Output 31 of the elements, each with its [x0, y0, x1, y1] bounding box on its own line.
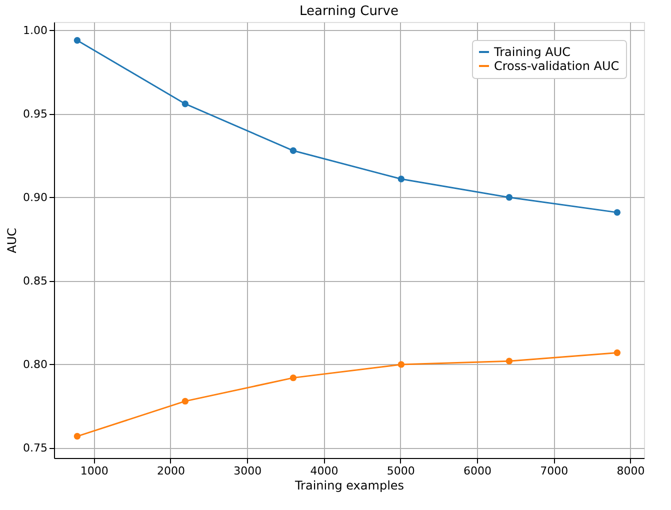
point	[614, 349, 621, 356]
y-tick-label: 0.90	[23, 190, 48, 204]
x-tick-label: 2000	[156, 464, 185, 478]
point	[290, 147, 297, 154]
x-tick-label: 6000	[463, 464, 492, 478]
legend-label: Cross-validation AUC	[494, 59, 620, 73]
y-tick-label: 0.75	[23, 441, 48, 454]
point	[290, 374, 297, 382]
point	[614, 209, 621, 216]
chart-title: Learning Curve	[300, 4, 398, 19]
x-tick-label: 5000	[386, 464, 415, 478]
y-tick-label: 1.00	[23, 24, 48, 37]
x-tick-label: 8000	[616, 464, 645, 478]
point	[398, 176, 405, 182]
y-tick-label: 0.85	[23, 274, 48, 288]
point	[74, 432, 81, 440]
y-tick-label: 0.95	[23, 107, 48, 120]
point	[74, 37, 81, 44]
legend-label: Training AUC	[493, 45, 571, 59]
point	[398, 361, 405, 368]
point	[506, 194, 513, 201]
y-tick-label: 0.80	[23, 358, 48, 371]
x-tick-label: 1000	[80, 464, 108, 478]
x-tick-label: 4000	[310, 464, 338, 478]
point	[506, 358, 513, 364]
x-tick-label: 7000	[540, 464, 568, 478]
point	[182, 100, 189, 108]
point	[182, 398, 189, 405]
y-axis-title: AUC	[5, 228, 20, 254]
x-axis-title: Training examples	[294, 478, 404, 492]
x-tick-label: 3000	[234, 464, 262, 478]
